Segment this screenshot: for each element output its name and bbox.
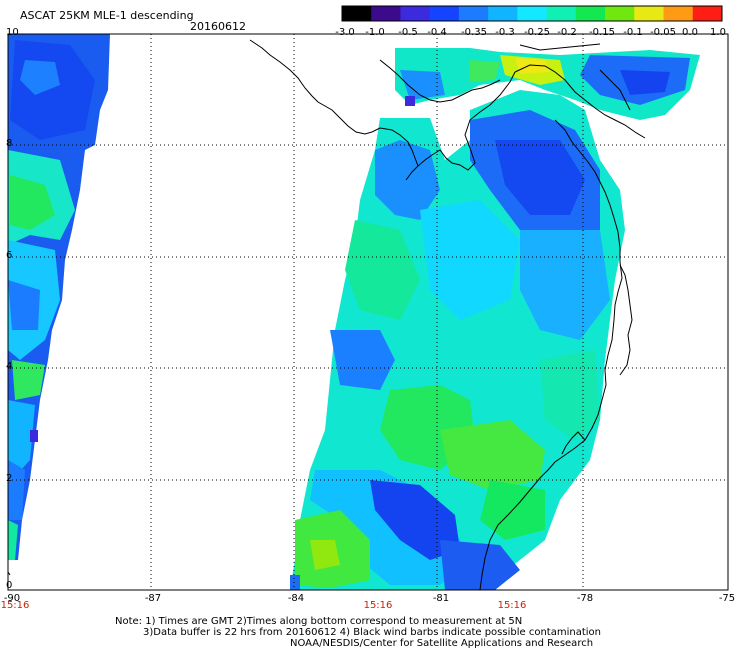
map-frame <box>7 33 729 591</box>
colorbar-segment <box>546 6 577 21</box>
colorbar-tick-label: -0.3 <box>495 27 515 38</box>
main-swath-field <box>290 90 625 590</box>
top-swath-field <box>395 48 700 120</box>
colorbar-segment <box>488 6 518 21</box>
colorbar-tick-label: -1.0 <box>365 27 385 38</box>
colorbar-tick-label: -0.25 <box>524 27 550 38</box>
lon-label: -81 <box>432 593 450 604</box>
colorbar-tick-label: -0.5 <box>398 27 418 38</box>
time-label: 15:16 <box>497 600 527 611</box>
colorbar <box>341 5 723 22</box>
colorbar-segment <box>371 6 401 21</box>
colorbar-tick-label: 1.0 <box>710 27 726 38</box>
colorbar-frame <box>341 5 723 22</box>
lat-label: 0 <box>6 580 13 591</box>
colorbar-tick-label: -0.2 <box>557 27 577 38</box>
colorbar-segment <box>458 6 489 21</box>
lon-label: -78 <box>576 593 594 604</box>
colorbar-tick-label: -3.0 <box>335 27 355 38</box>
lat-label: 4 <box>6 361 13 372</box>
lat-label: 2 <box>6 473 13 484</box>
lon-label: -87 <box>144 593 162 604</box>
time-label: 15:16 <box>0 600 30 611</box>
lat-label: 6 <box>6 250 13 261</box>
note-line-3: NOAA/NESDIS/Center for Satellite Applica… <box>290 638 594 649</box>
colorbar-segment <box>400 6 431 21</box>
colorbar-segment <box>605 6 635 21</box>
left-swath-field <box>8 34 110 560</box>
map-date: 20160612 <box>190 20 246 33</box>
note-line-1: Note: 1) Times are GMT 2)Times along bot… <box>115 616 523 627</box>
map-title: ASCAT 25KM MLE-1 descending <box>20 9 194 22</box>
colorbar-segment <box>342 6 372 21</box>
coastline <box>249 39 646 591</box>
colorbar-tick-label: -0.15 <box>589 27 615 38</box>
colorbar-tick-label: 0.0 <box>682 27 698 38</box>
time-label: 15:16 <box>363 600 393 611</box>
lat-lon-grid <box>8 34 728 590</box>
lat-label: 8 <box>6 138 13 149</box>
colorbar-segment <box>692 6 723 21</box>
colorbar-segment <box>634 6 665 21</box>
colorbar-segment <box>517 6 548 21</box>
colorbar-tick-label: -0.05 <box>650 27 676 38</box>
colorbar-segment <box>429 6 460 21</box>
note-line-2: 3)Data buffer is 22 hrs from 20160612 4)… <box>143 627 601 638</box>
colorbar-tick-label: -0.1 <box>623 27 643 38</box>
lon-label: -84 <box>287 593 305 604</box>
colorbar-tick-label: -0.35 <box>461 27 487 38</box>
colorbar-segment <box>575 6 606 21</box>
colorbar-tick-label: -0.4 <box>427 27 447 38</box>
lon-label: -75 <box>718 593 736 604</box>
colorbar-segment <box>663 6 694 21</box>
lat-label: 10 <box>6 27 19 38</box>
lon-label: -90 <box>3 593 21 604</box>
